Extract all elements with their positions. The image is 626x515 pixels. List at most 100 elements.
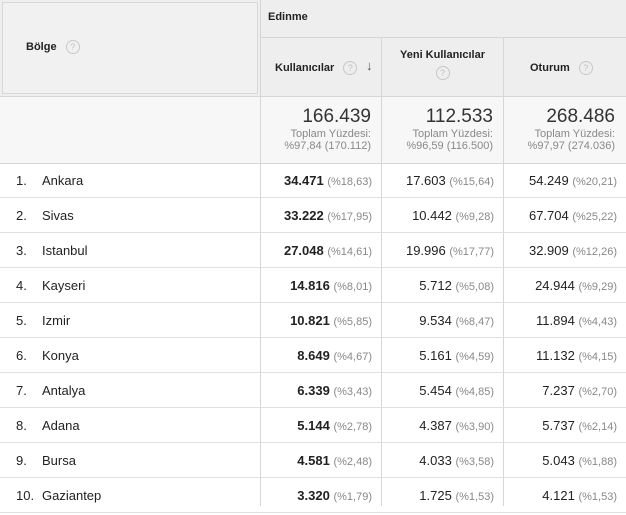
- row-index: 1.: [16, 173, 27, 188]
- region-link[interactable]: Izmir: [42, 313, 71, 328]
- users-cell: 3.320 (%1,79): [262, 478, 372, 513]
- users-value: 5.144: [297, 418, 330, 433]
- total-value: 268.486: [546, 106, 615, 127]
- region-link[interactable]: Ankara: [42, 173, 84, 188]
- row-index: 10.: [16, 488, 35, 503]
- table-row[interactable]: 5. Izmir 10.821 (%5,85) 9.534 (%8,47) 11.894…: [0, 303, 626, 338]
- help-icon[interactable]: ?: [343, 61, 358, 75]
- group-header: Edinme: [268, 11, 308, 23]
- new-users-cell: 17.603 (%15,64): [384, 163, 494, 198]
- sessions-percent: (%20,21): [572, 176, 617, 188]
- users-value: 14.816: [290, 278, 330, 293]
- row-index: 5.: [16, 313, 27, 328]
- sessions-percent: (%2,14): [578, 421, 617, 433]
- region-link[interactable]: Kayseri: [42, 278, 86, 293]
- users-value: 8.649: [297, 348, 330, 363]
- table-row[interactable]: 3. Istanbul 27.048 (%14,61) 19.996 (%17,77)…: [0, 233, 626, 268]
- row-index: 9.: [16, 453, 27, 468]
- users-cell: 34.471 (%18,63): [262, 163, 372, 198]
- sessions-cell: 11.894 (%4,43): [505, 303, 617, 338]
- new-users-value: 17.603: [405, 173, 446, 188]
- users-percent: (%2,48): [333, 456, 372, 468]
- table-row[interactable]: 1. Ankara 34.471 (%18,63) 17.603 (%15,64) 54…: [0, 163, 626, 198]
- dimension-header[interactable]: Bölge ?: [26, 40, 80, 54]
- table-row[interactable]: 2. Sivas 33.222 (%17,95) 10.442 (%9,28) 67.7…: [0, 198, 626, 233]
- region-link[interactable]: Adana: [42, 418, 80, 433]
- new-users-cell: 10.442 (%9,28): [384, 198, 494, 233]
- table-row[interactable]: 9. Bursa 4.581 (%2,48) 4.033 (%3,58) 5.043 (…: [0, 443, 626, 478]
- region-link[interactable]: Sivas: [42, 208, 74, 223]
- sessions-value: 32.909: [528, 243, 569, 258]
- new-users-percent: (%3,58): [455, 456, 494, 468]
- region-link[interactable]: Konya: [42, 348, 79, 363]
- region-link[interactable]: Bursa: [42, 453, 76, 468]
- new-users-value: 10.442: [412, 208, 452, 223]
- users-cell: 8.649 (%4,67): [262, 338, 372, 373]
- new-users-cell: 5.712 (%5,08): [384, 268, 494, 303]
- row-index: 6.: [16, 348, 27, 363]
- users-value: 10.821: [290, 313, 330, 328]
- table-row[interactable]: 10. Gaziantep 3.320 (%1,79) 1.725 (%1,53) 4.…: [0, 478, 626, 513]
- sessions-percent: (%9,29): [578, 281, 617, 293]
- dimension-label: Bölge: [26, 40, 57, 53]
- sessions-percent: (%4,43): [578, 316, 617, 328]
- new-users-value: 9.534: [419, 313, 452, 328]
- new-users-percent: (%1,53): [455, 491, 494, 503]
- users-cell: 10.821 (%5,85): [262, 303, 372, 338]
- users-value: 4.581: [297, 453, 330, 468]
- sessions-value: 5.043: [542, 453, 575, 468]
- row-index: 2.: [16, 208, 27, 223]
- users-value: 6.339: [297, 383, 330, 398]
- users-cell: 14.816 (%8,01): [262, 268, 372, 303]
- sessions-value: 54.249: [528, 173, 569, 188]
- users-value: 27.048: [283, 243, 324, 258]
- new-users-value: 4.033: [419, 453, 452, 468]
- column-label: Kullanıcılar: [275, 61, 335, 74]
- new-users-value: 1.725: [419, 488, 452, 503]
- users-percent: (%4,67): [333, 351, 372, 363]
- users-percent: (%8,01): [333, 281, 372, 293]
- users-percent: (%1,79): [333, 491, 372, 503]
- new-users-value: 5.712: [419, 278, 452, 293]
- sessions-value: 11.132: [536, 348, 575, 363]
- total-value: 112.533: [425, 106, 493, 127]
- column-header-new-users[interactable]: Yeni Kullanıcılar ?: [382, 49, 503, 80]
- users-value: 33.222: [283, 208, 324, 223]
- help-icon[interactable]: ?: [578, 61, 593, 75]
- region-link[interactable]: Gaziantep: [42, 488, 102, 503]
- sessions-percent: (%12,26): [572, 246, 617, 258]
- help-icon[interactable]: ?: [65, 40, 80, 54]
- table-row[interactable]: 8. Adana 5.144 (%2,78) 4.387 (%3,90) 5.737 (…: [0, 408, 626, 443]
- new-users-cell: 4.033 (%3,58): [384, 443, 494, 478]
- new-users-percent: (%5,08): [455, 281, 494, 293]
- column-header-sessions[interactable]: Oturum ?: [530, 61, 593, 75]
- sessions-cell: 5.737 (%2,14): [505, 408, 617, 443]
- column-header-users[interactable]: Kullanıcılar ?: [275, 61, 358, 75]
- table-row[interactable]: 4. Kayseri 14.816 (%8,01) 5.712 (%5,08) 24.9…: [0, 268, 626, 303]
- dimension-header-cell[interactable]: [2, 2, 258, 94]
- users-percent: (%17,95): [327, 211, 372, 223]
- total-new-users: 112.533 Toplam Yüzdesi: %96,59 (116.500): [384, 106, 493, 152]
- users-percent: (%3,43): [333, 386, 372, 398]
- new-users-cell: 1.725 (%1,53): [384, 478, 494, 513]
- users-cell: 27.048 (%14,61): [262, 233, 372, 268]
- total-label: Toplam Yüzdesi:: [534, 128, 615, 140]
- table-row[interactable]: 6. Konya 8.649 (%4,67) 5.161 (%4,59) 11.132 …: [0, 338, 626, 373]
- row-index: 7.: [16, 383, 27, 398]
- sort-descending-icon[interactable]: ↓: [366, 58, 373, 73]
- new-users-cell: 5.161 (%4,59): [384, 338, 494, 373]
- sessions-value: 4.121: [542, 488, 575, 503]
- total-detail: %97,84 (170.112): [284, 140, 371, 152]
- region-link[interactable]: Antalya: [42, 383, 86, 398]
- new-users-value: 19.996: [405, 243, 446, 258]
- total-label: Toplam Yüzdesi:: [290, 128, 371, 140]
- total-value: 166.439: [302, 106, 371, 127]
- region-link[interactable]: Istanbul: [42, 243, 88, 258]
- table-row[interactable]: 7. Antalya 6.339 (%3,43) 5.454 (%4,85) 7.237…: [0, 373, 626, 408]
- help-icon[interactable]: ?: [435, 66, 450, 80]
- total-detail: %96,59 (116.500): [406, 140, 493, 152]
- total-sessions: 268.486 Toplam Yüzdesi: %97,97 (274.036): [505, 106, 615, 152]
- sessions-cell: 5.043 (%1,88): [505, 443, 617, 478]
- new-users-value: 4.387: [419, 418, 452, 433]
- sessions-value: 7.237: [542, 383, 575, 398]
